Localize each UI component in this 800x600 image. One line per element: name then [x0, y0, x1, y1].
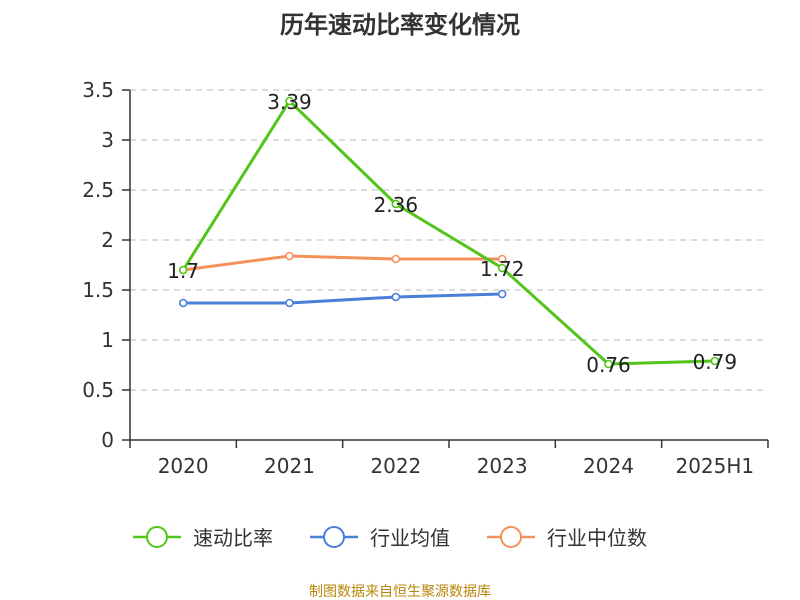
legend-label: 速动比率: [193, 526, 273, 550]
y-tick-label: 3: [101, 128, 114, 152]
y-tick-label: 1: [101, 328, 114, 352]
source-note: 制图数据来自恒生聚源数据库: [309, 584, 491, 600]
series-line-2: [182, 254, 503, 272]
y-tick-label: 0: [101, 428, 114, 452]
legend-marker: [323, 526, 345, 548]
x-tick-label: 2025H1: [675, 454, 754, 478]
data-label: 2.36: [374, 193, 419, 217]
chart-title: 历年速动比率变化情况: [280, 11, 520, 39]
data-point: [178, 298, 188, 308]
legend-marker: [500, 526, 522, 548]
data-point: [710, 356, 720, 366]
data-point: [285, 298, 294, 308]
y-tick-label: 1.5: [82, 278, 114, 302]
series-lines: [178, 96, 720, 369]
x-axis: 2020 2021 2022 2023 2024 2025H1: [129, 439, 769, 478]
x-tick-label: 2024: [583, 454, 634, 478]
series-line-1: [183, 292, 503, 305]
data-label: 0.76: [586, 353, 631, 377]
x-tick-label: 2022: [370, 454, 421, 478]
y-tick-label: 2: [101, 228, 114, 252]
data-label: 1.7: [167, 259, 199, 283]
y-tick-label: 3.5: [82, 78, 114, 102]
x-tick-label: 2020: [158, 454, 209, 478]
data-label: 1.72: [480, 257, 525, 281]
data-point: [391, 199, 401, 209]
data-point: [497, 263, 507, 273]
data-point: [497, 289, 507, 299]
data-point: [604, 359, 613, 369]
data-labels: 1.7 3.39 2.36 1.72 0.76 0.79: [167, 90, 737, 377]
data-point: [391, 254, 401, 264]
x-tick-label: 2023: [477, 454, 528, 478]
data-point: [497, 254, 507, 264]
data-label: 3.39: [267, 90, 312, 114]
legend-label: 行业中位数: [547, 526, 647, 550]
series-line-0: [181, 99, 715, 366]
y-axis: 0 0.5 1 1.5 2 2.5 3 3.5: [82, 78, 131, 452]
legend: 速动比率 行业均值 行业中位数: [133, 526, 647, 550]
y-tick-label: 2.5: [82, 178, 114, 202]
legend-marker: [146, 526, 168, 548]
x-tick-label: 2021: [264, 454, 315, 478]
y-tick-label: 0.5: [82, 378, 114, 402]
gridlines: [130, 89, 768, 391]
data-point: [285, 96, 294, 106]
legend-label: 行业均值: [370, 526, 450, 550]
data-point: [178, 265, 188, 275]
data-label: 0.79: [693, 350, 738, 374]
data-point: [391, 292, 401, 302]
data-point: [285, 251, 294, 261]
